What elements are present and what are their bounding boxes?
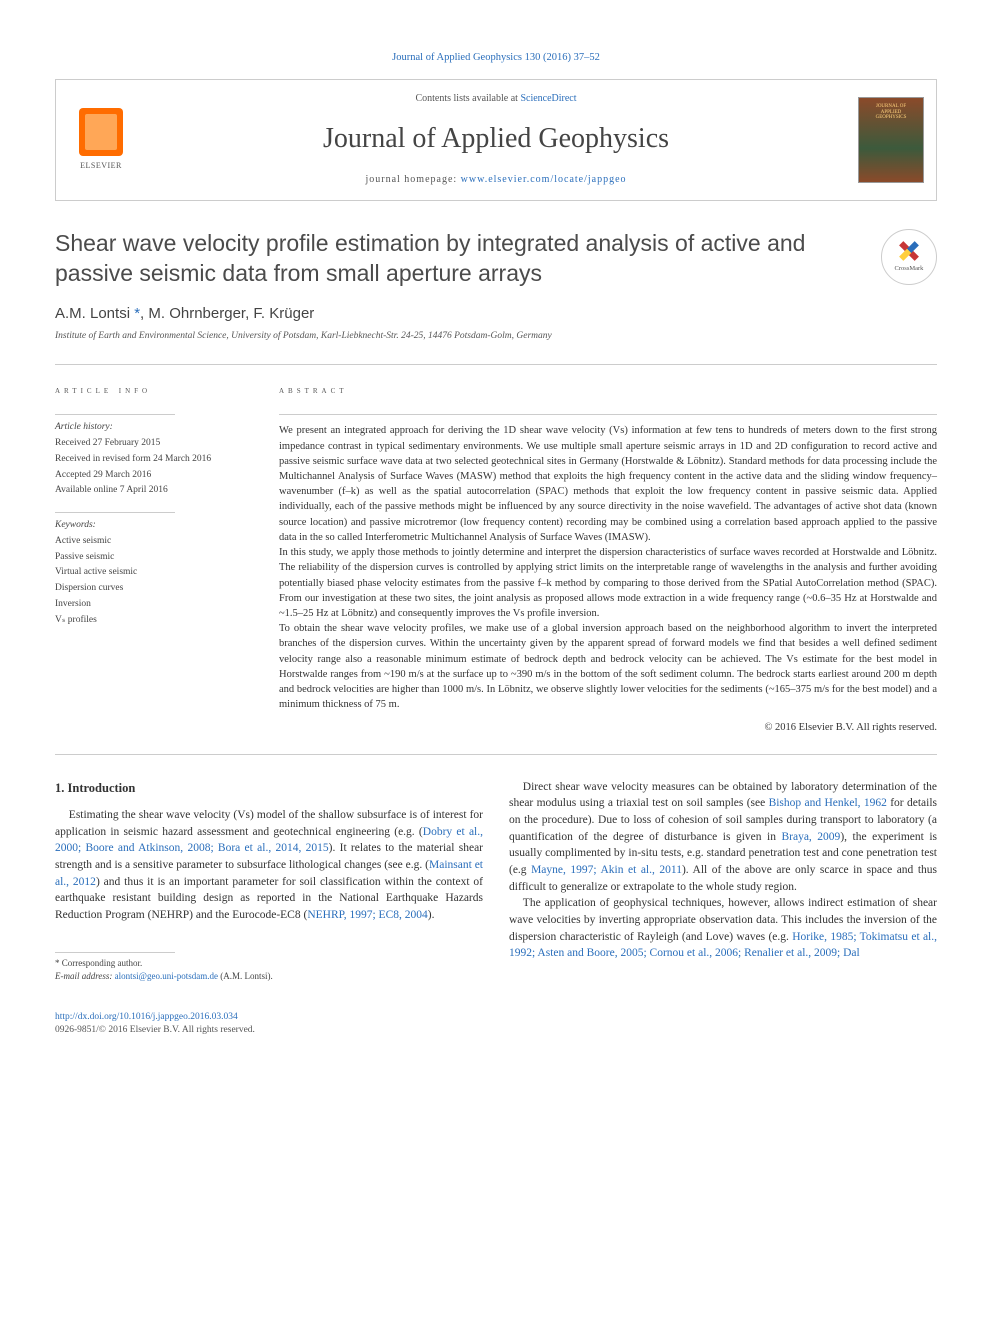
- journal-title: Journal of Applied Geophysics: [156, 119, 836, 160]
- journal-cover-area: JOURNAL OF APPLIED GEOPHYSICS: [846, 80, 936, 200]
- corresponding-marker: *: [130, 305, 140, 322]
- email-link[interactable]: alontsi@geo.uni-potsdam.de: [115, 971, 218, 981]
- citation-link[interactable]: Braya, 2009: [781, 831, 840, 843]
- publisher-logo-area: ELSEVIER: [56, 80, 146, 200]
- issn-copyright: 0926-9851/© 2016 Elsevier B.V. All right…: [55, 1025, 255, 1035]
- authors-line: A.M. Lontsi *, M. Ohrnberger, F. Krüger: [55, 303, 937, 325]
- footnote-separator: [55, 952, 175, 953]
- section-1-heading: 1. Introduction: [55, 779, 483, 797]
- citation-link[interactable]: Bishop and Henkel, 1962: [769, 797, 887, 809]
- contents-line: Contents lists available at ScienceDirec…: [156, 92, 836, 107]
- article-info-column: article info Article history: Received 2…: [55, 383, 255, 736]
- crossmark-label: CrossMark: [895, 264, 924, 273]
- keyword-item: Active seismic: [55, 535, 255, 549]
- email-footnote: E-mail address: alontsi@geo.uni-potsdam.…: [55, 970, 483, 983]
- keyword-item: Inversion: [55, 598, 255, 612]
- header-center: Contents lists available at ScienceDirec…: [146, 80, 846, 200]
- intro-p2: Direct shear wave velocity measures can …: [509, 779, 937, 896]
- homepage-link[interactable]: www.elsevier.com/locate/jappgeo: [461, 174, 627, 185]
- keyword-item: Passive seismic: [55, 551, 255, 565]
- journal-cover-text: JOURNAL OF APPLIED GEOPHYSICS: [859, 104, 923, 121]
- keywords-label: Keywords:: [55, 520, 96, 530]
- contents-prefix: Contents lists available at: [415, 93, 520, 104]
- elsevier-name: ELSEVIER: [80, 160, 122, 172]
- header-box: ELSEVIER Contents lists available at Sci…: [55, 79, 937, 201]
- journal-reference-line: Journal of Applied Geophysics 130 (2016)…: [55, 50, 937, 65]
- footer: http://dx.doi.org/10.1016/j.jappgeo.2016…: [55, 1011, 937, 1039]
- homepage-line: journal homepage: www.elsevier.com/locat…: [156, 173, 836, 188]
- homepage-prefix: journal homepage:: [365, 174, 460, 185]
- sciencedirect-link[interactable]: ScienceDirect: [520, 93, 576, 104]
- keyword-item: Virtual active seismic: [55, 566, 255, 580]
- section-divider: [55, 754, 937, 755]
- intro-p3: The application of geophysical technique…: [509, 895, 937, 962]
- history-label: Article history:: [55, 422, 113, 432]
- journal-reference-link[interactable]: Journal of Applied Geophysics 130 (2016)…: [392, 52, 600, 63]
- title-row: Shear wave velocity profile estimation b…: [55, 229, 937, 289]
- abstract-copyright: © 2016 Elsevier B.V. All rights reserved…: [279, 720, 937, 735]
- elsevier-logo: ELSEVIER: [71, 105, 131, 175]
- history-online: Available online 7 April 2016: [55, 484, 255, 498]
- doi-link[interactable]: http://dx.doi.org/10.1016/j.jappgeo.2016…: [55, 1012, 238, 1022]
- crossmark-icon: [898, 240, 920, 262]
- abstract-p2: In this study, we apply those methods to…: [279, 545, 937, 621]
- keyword-item: Dispersion curves: [55, 582, 255, 596]
- article-title: Shear wave velocity profile estimation b…: [55, 229, 861, 289]
- abstract-p1: We present an integrated approach for de…: [279, 423, 937, 545]
- citation-link[interactable]: NEHRP, 1997; EC8, 2004: [307, 909, 427, 921]
- journal-cover-thumbnail: JOURNAL OF APPLIED GEOPHYSICS: [858, 97, 924, 183]
- authors-rest: , M. Ohrnberger, F. Krüger: [140, 305, 314, 322]
- abstract-p3: To obtain the shear wave velocity profil…: [279, 621, 937, 712]
- abstract-column: abstract We present an integrated approa…: [279, 383, 937, 736]
- author-corresponding: A.M. Lontsi: [55, 305, 130, 322]
- history-revised: Received in revised form 24 March 2016: [55, 453, 255, 467]
- keyword-item: Vₛ profiles: [55, 614, 255, 628]
- history-received: Received 27 February 2015: [55, 437, 255, 451]
- history-accepted: Accepted 29 March 2016: [55, 469, 255, 483]
- abstract-heading: abstract: [279, 383, 937, 398]
- affiliation: Institute of Earth and Environmental Sci…: [55, 330, 937, 344]
- body-columns: 1. Introduction Estimating the shear wav…: [55, 779, 937, 983]
- elsevier-tree-icon: [79, 108, 123, 156]
- article-info-heading: article info: [55, 383, 255, 398]
- citation-link[interactable]: Mayne, 1997; Akin et al., 2011: [531, 864, 682, 876]
- corresponding-footnote: * Corresponding author.: [55, 957, 483, 970]
- intro-p1: Estimating the shear wave velocity (Vs) …: [55, 807, 483, 924]
- crossmark-badge[interactable]: CrossMark: [881, 229, 937, 285]
- info-abstract-row: article info Article history: Received 2…: [55, 364, 937, 736]
